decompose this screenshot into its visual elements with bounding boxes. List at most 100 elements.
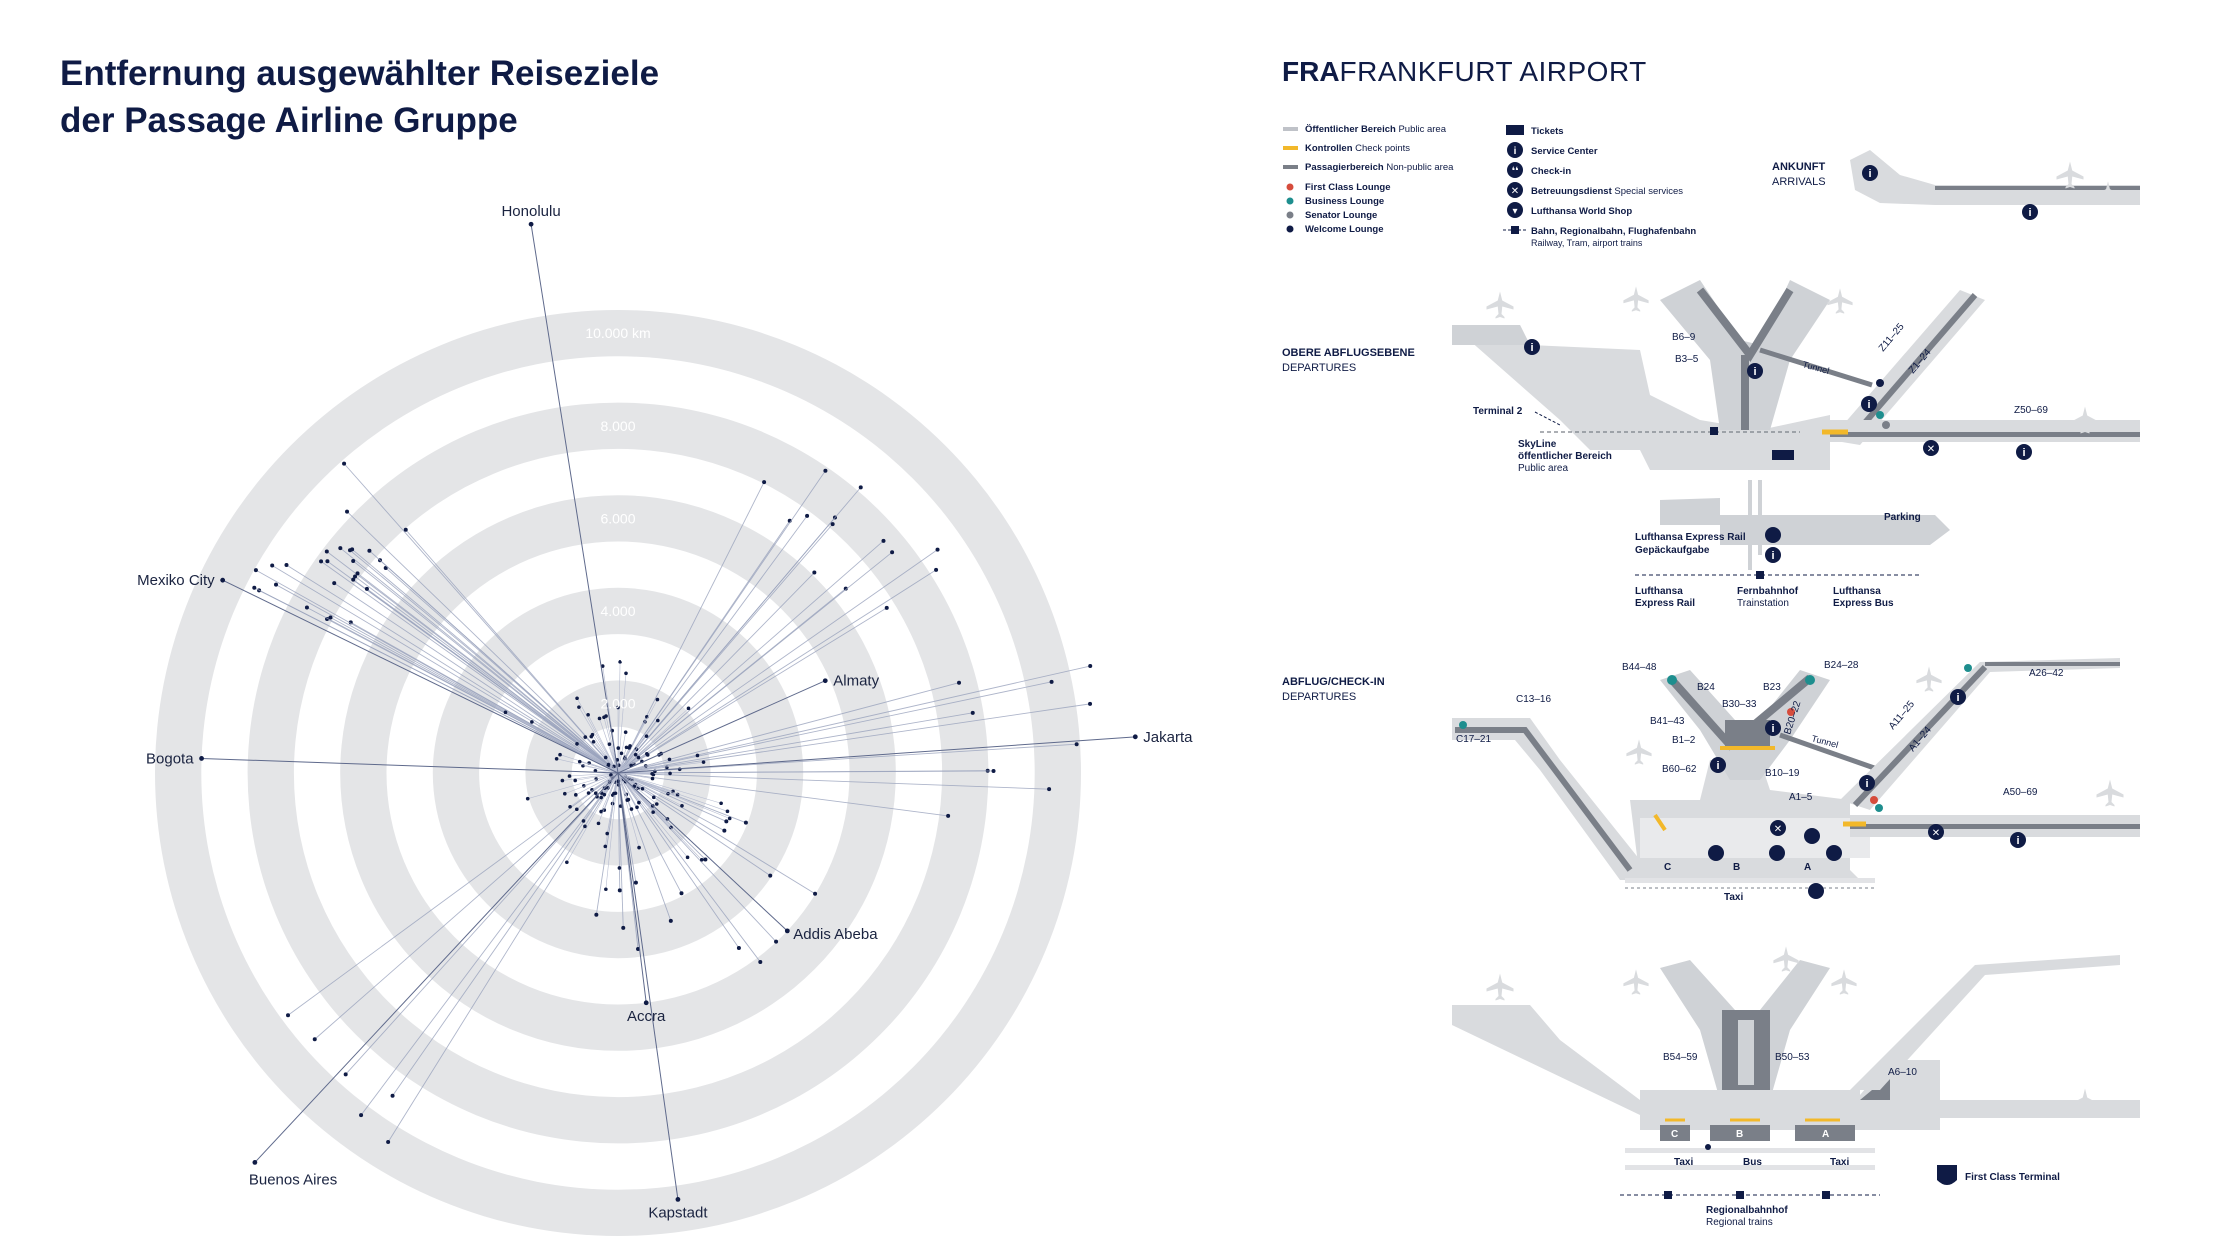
destination-spoke <box>617 551 893 774</box>
service-center-icon <box>1710 757 1726 773</box>
destination-spoke <box>617 772 672 921</box>
destination-point <box>758 959 763 964</box>
hall-label: B <box>1733 862 1740 873</box>
destination-spoke <box>387 772 619 1143</box>
destination-point <box>651 795 656 800</box>
destination-point <box>604 887 608 892</box>
gate-label: B10–19 <box>1765 768 1800 779</box>
destination-spoke <box>604 772 619 795</box>
gate-label: Z50–69 <box>2014 405 2048 416</box>
destination-point <box>858 485 863 490</box>
destination-spoke <box>588 772 619 794</box>
destination-point <box>525 796 530 801</box>
service-center-icon <box>1747 363 1763 379</box>
destination-spoke <box>617 772 727 822</box>
shop-icon <box>1507 202 1523 218</box>
destination-spoke <box>617 772 638 808</box>
destination-point <box>624 745 629 750</box>
destination-point <box>679 891 684 896</box>
destination-point <box>768 873 773 878</box>
gate-label: C13–16 <box>1516 694 1551 705</box>
destination-spoke <box>617 772 654 813</box>
destination-point <box>581 819 586 823</box>
destination-point <box>530 720 534 724</box>
destination-spoke <box>617 772 688 858</box>
destination-point <box>503 710 508 715</box>
gate-label: A11–25 <box>1887 699 1917 732</box>
train-icon <box>1710 427 1718 435</box>
skyline-label-en: Public area <box>1518 463 1568 474</box>
destination-spoke <box>287 772 619 1016</box>
destination-point <box>599 795 604 800</box>
destination-spoke <box>617 735 647 774</box>
destination-point <box>686 706 691 711</box>
destination-spoke <box>576 698 619 774</box>
chart-title-line1: Entfernung ausgewählter Reiseziele <box>60 54 660 93</box>
service-center-icon-glyph: i <box>2022 447 2025 459</box>
destination-point <box>680 803 684 808</box>
special-services-icon <box>1770 820 1786 836</box>
destination-point <box>633 752 638 757</box>
service-center-icon <box>2010 832 2026 848</box>
legend-label: Check-in <box>1531 166 1571 177</box>
labeled-spoke <box>617 772 679 1200</box>
service-center-icon-glyph: i <box>1753 366 1756 378</box>
gate-label: B24 <box>1697 682 1715 693</box>
destination-spoke <box>564 772 619 795</box>
first-class-terminal-label: First Class Terminal <box>1965 1172 2060 1183</box>
destination-label: Jakarta <box>1143 729 1193 746</box>
legend-label: Öffentlicher Bereich Public area <box>1305 124 1447 135</box>
gate-label: B6–9 <box>1672 332 1696 343</box>
taxi-label: Taxi <box>1674 1157 1693 1168</box>
service-center-icon-glyph: i <box>1956 692 1959 704</box>
destination-point <box>762 480 767 485</box>
destination-point <box>602 792 607 797</box>
destination-point <box>621 925 626 930</box>
destination-point <box>560 778 565 783</box>
destination-point <box>558 752 562 757</box>
destination-spoke <box>576 743 619 774</box>
destination-spoke <box>598 772 619 824</box>
gate-label: B44–48 <box>1622 662 1657 673</box>
destination-point <box>594 912 599 917</box>
ring-labels: 2.000 3.000 4.000 5.000 6.000 7.000 8.000 9.000… <box>585 325 650 711</box>
legend-label: Service Center <box>1531 146 1598 157</box>
destination-spoke <box>617 761 704 774</box>
destination-spoke <box>587 714 619 774</box>
ring-label: 2.000 <box>600 696 635 712</box>
destination-point <box>645 752 649 756</box>
bus-stop-dot <box>1705 1144 1711 1150</box>
destination-point <box>970 710 975 715</box>
hall-label: C <box>1664 862 1671 873</box>
checkin-pier-b-core <box>1725 720 1770 750</box>
checkin-tunnel <box>1779 732 1881 773</box>
destination-spoke <box>608 764 619 774</box>
destination-point <box>934 567 939 572</box>
destination-point <box>655 697 660 702</box>
destination-point <box>563 791 567 796</box>
destination-label: Accra <box>627 1008 666 1025</box>
destination-point <box>644 734 649 738</box>
destination-point <box>701 760 706 764</box>
labeled-point <box>784 928 790 934</box>
destination-point <box>946 813 951 818</box>
skyline-label-de: öffentlicher Bereich <box>1518 451 1612 462</box>
gate-label: A1–5 <box>1789 792 1813 803</box>
legend-areas: Öffentlicher Bereich Public area Kontroll… <box>1283 124 1454 235</box>
destination-point <box>623 730 628 735</box>
destination-point <box>1047 787 1052 792</box>
destination-spoke <box>617 772 761 963</box>
destination-point <box>665 765 669 770</box>
destination-point <box>355 571 360 576</box>
special-services-icon-glyph: ✕ <box>1927 444 1935 455</box>
labeled-spoke <box>254 772 619 1163</box>
chart-title-line2: der Passage Airline Gruppe <box>60 101 518 140</box>
ring-label: 8.000 <box>600 418 635 434</box>
lower-hall-a <box>1795 1125 1855 1141</box>
destination-point <box>1088 664 1093 669</box>
x-icon <box>1507 182 1523 198</box>
fra-code: FRA <box>1282 56 1340 87</box>
destination-point <box>1049 679 1054 684</box>
destination-point <box>593 791 598 796</box>
destination-spoke <box>314 772 619 1040</box>
